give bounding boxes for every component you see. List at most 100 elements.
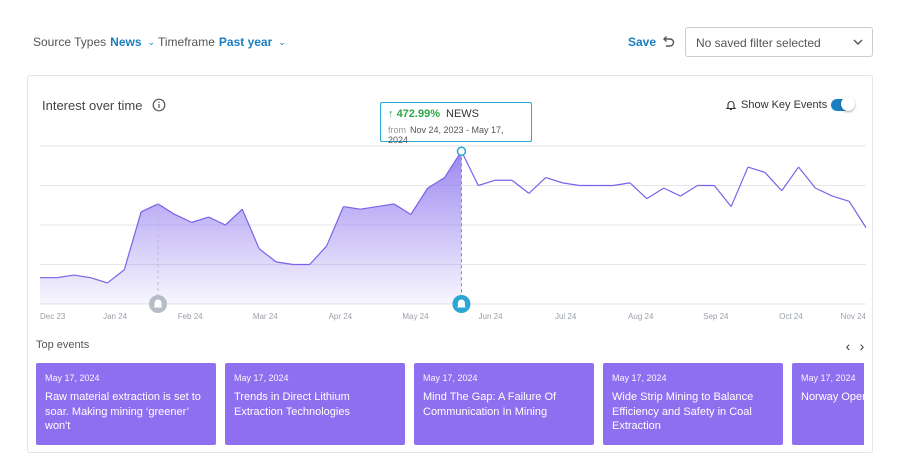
saved-filter-select[interactable]: No saved filter selected <box>685 27 873 57</box>
series-segment <box>377 203 395 208</box>
series-segment <box>410 187 429 215</box>
event-title: Trends in Direct Lithium Extraction Tech… <box>234 391 350 418</box>
series-segment <box>241 208 260 249</box>
card-title: Interest over time <box>42 98 143 113</box>
timeframe-value: Past year <box>218 35 273 49</box>
chevron-down-icon: ⌄ <box>278 36 286 47</box>
bell-icon <box>456 299 466 308</box>
source-types-label: Source Types <box>33 35 107 49</box>
key-events-toggle[interactable] <box>831 97 855 111</box>
event-date: May 17, 2024 <box>801 373 856 383</box>
event-title: Norway Opens Deep-Sea Mining <box>801 391 864 403</box>
tooltip-change: ↑ 472.99% <box>388 108 440 120</box>
tooltip-from-label: from <box>388 125 406 135</box>
save-button[interactable]: Save <box>628 35 657 49</box>
series-segment <box>107 269 125 284</box>
x-tick-label: Jul 24 <box>555 312 577 321</box>
show-key-events: Show Key Events <box>725 99 827 111</box>
x-tick-label: Apr 24 <box>329 312 353 321</box>
event-date: May 17, 2024 <box>234 373 289 383</box>
series-segment <box>460 151 479 186</box>
chevron-down-icon <box>853 39 863 45</box>
series-segment <box>444 150 462 178</box>
series-segment <box>360 205 378 210</box>
interest-chart: Dec 23 Jan 24 Feb 24 Mar 24 Apr 24 May 24 Jun … <box>40 145 867 321</box>
series-segment <box>511 179 530 194</box>
source-types-filter[interactable]: Source Types News ⌄ <box>33 35 155 49</box>
timeframe-label: Timeframe <box>158 35 215 49</box>
series-segment <box>326 206 344 247</box>
series-segment <box>713 185 732 207</box>
series-segment <box>730 166 749 207</box>
event-card[interactable]: May 17, 2024 Raw material extraction is … <box>36 363 216 445</box>
event-card[interactable]: May 17, 2024 Trends in Direct Lithium Ex… <box>225 363 405 445</box>
x-tick-label: Aug 24 <box>628 312 654 321</box>
series-segment <box>393 203 412 215</box>
tooltip-range: Nov 24, 2023 - May 17, 2024 <box>388 125 504 145</box>
series-segment <box>427 177 445 189</box>
event-date: May 17, 2024 <box>612 373 667 383</box>
x-tick-label: Jan 24 <box>103 312 128 321</box>
source-types-value: News <box>110 35 142 49</box>
series-segment <box>848 200 867 228</box>
bell-icon <box>725 101 737 111</box>
interest-over-time-card: Interest over time Show Key Events Dec 2… <box>27 75 873 453</box>
x-tick-label: Mar 24 <box>253 312 278 321</box>
series-segment <box>123 211 142 270</box>
event-card[interactable]: May 17, 2024 Norway Opens Deep-Sea Minin… <box>792 363 864 445</box>
series-segment <box>815 187 833 197</box>
series-segment <box>275 261 293 266</box>
series-segment <box>174 213 192 223</box>
chevron-right-icon[interactable]: › <box>859 338 865 354</box>
event-card[interactable]: May 17, 2024 Mind The Gap: A Failure Of … <box>414 363 594 445</box>
series-segment <box>832 195 850 202</box>
x-tick-label: Jun 24 <box>479 312 504 321</box>
series-segment <box>764 171 783 192</box>
series-segment <box>528 177 547 194</box>
series-segment <box>90 277 108 284</box>
x-tick-label: Dec 23 <box>40 312 66 321</box>
info-icon[interactable] <box>152 98 166 112</box>
series-segment <box>798 166 816 189</box>
chevron-left-icon[interactable]: ‹ <box>845 338 851 354</box>
series-area <box>40 151 462 304</box>
series-segment <box>663 187 681 197</box>
x-tick-label: Sep 24 <box>703 312 729 321</box>
series-segment <box>140 203 159 213</box>
series-segment <box>73 274 91 279</box>
filter-toolbar: Source Types News ⌄ Timeframe Past year … <box>0 0 900 80</box>
event-title: Wide Strip Mining to Balance Efficiency … <box>612 391 754 432</box>
series-segment <box>747 166 766 173</box>
event-card[interactable]: May 17, 2024 Wide Strip Mining to Balanc… <box>603 363 783 445</box>
series-segment <box>646 187 665 200</box>
series-segment <box>343 205 361 210</box>
top-events-label: Top events <box>36 339 90 351</box>
series-segment <box>562 182 580 187</box>
series-segment <box>680 184 698 197</box>
series-segment <box>629 182 648 200</box>
x-tick-label: May 24 <box>402 312 429 321</box>
series-segment <box>225 208 243 226</box>
series-segment <box>157 203 176 215</box>
chart-tooltip: ↑ 472.99% NEWS from Nov 24, 2023 - May 17… <box>380 102 532 145</box>
timeframe-filter[interactable]: Timeframe Past year ⌄ <box>158 35 286 49</box>
series-segment <box>309 245 328 265</box>
tooltip-category: NEWS <box>446 108 479 120</box>
saved-filter-value: No saved filter selected <box>696 36 821 50</box>
tooltip-change-value: 472.99% <box>396 108 440 120</box>
event-title: Raw material extraction is set to soar. … <box>45 391 201 432</box>
x-tick-label: Feb 24 <box>178 312 203 321</box>
series-segment <box>478 179 496 187</box>
show-key-events-label: Show Key Events <box>741 99 828 111</box>
events-carousel: May 17, 2024 Raw material extraction is … <box>36 363 864 447</box>
series-segment <box>56 274 74 279</box>
undo-icon[interactable] <box>660 33 676 49</box>
x-tick-label: Oct 24 <box>779 312 803 321</box>
series-segment <box>613 182 631 187</box>
series-segment <box>208 216 226 226</box>
series-segment <box>781 166 800 192</box>
event-title: Mind The Gap: A Failure Of Communication… <box>423 391 557 418</box>
bell-icon <box>153 299 163 308</box>
highlight-point <box>456 146 467 157</box>
toggle-knob <box>841 97 855 111</box>
